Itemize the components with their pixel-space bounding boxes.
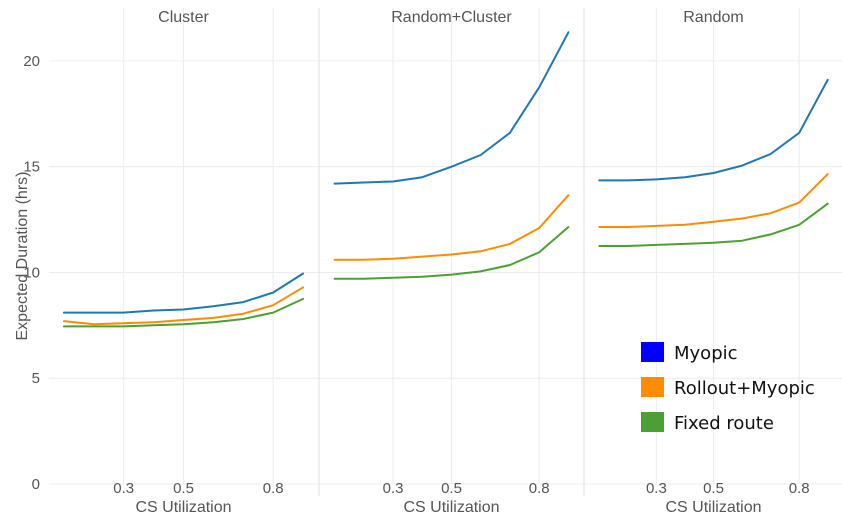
series-line-fixed-route (62, 297, 305, 328)
series-line-fixed-route (598, 202, 829, 247)
legend-label: Rollout+Myopic (674, 378, 815, 399)
legend-label: Fixed route (674, 413, 774, 434)
series-line-rollout-myopic (598, 173, 829, 228)
panel-title: Random (683, 9, 743, 26)
x-tick-label: 0.5 (703, 480, 724, 497)
x-tick-label: 0.8 (263, 480, 284, 497)
x-axis-title: CS Utilization (665, 499, 761, 516)
y-axis-title: Expected Duration (hrs) (14, 172, 31, 341)
legend-swatch (641, 412, 664, 432)
label-layer: Expected Duration (hrs) 0 5 10 15 20 Cluster 0… (14, 9, 810, 516)
x-tick-label: 0.3 (383, 480, 404, 497)
x-tick-label: 0.3 (113, 480, 134, 497)
y-tick-label: 15 (23, 159, 40, 176)
x-axis-title: CS Utilization (403, 499, 499, 516)
series-line-rollout-myopic (333, 194, 570, 261)
series-line-fixed-route (333, 226, 570, 280)
legend-swatch (641, 342, 664, 362)
y-tick-label: 10 (23, 264, 40, 281)
x-tick-label: 0.3 (646, 480, 667, 497)
series-line-myopic (62, 272, 305, 314)
y-tick-label: 5 (32, 370, 40, 387)
panel-title: Random+Cluster (391, 9, 512, 26)
series-line-myopic (333, 31, 570, 185)
legend-swatch (641, 377, 664, 397)
series-layer (62, 31, 829, 328)
x-tick-label: 0.5 (441, 480, 462, 497)
series-line-myopic (598, 78, 829, 182)
series-line-rollout-myopic (62, 286, 305, 326)
x-tick-label: 0.8 (789, 480, 810, 497)
x-tick-label: 0.8 (529, 480, 550, 497)
panel-dividers (318, 8, 585, 496)
x-axis-title: CS Utilization (135, 499, 231, 516)
panel-title: Cluster (158, 9, 209, 26)
y-tick-label: 0 (32, 476, 40, 493)
y-tick-label: 20 (23, 53, 40, 70)
legend-label: Myopic (674, 343, 738, 364)
x-tick-label: 0.5 (173, 480, 194, 497)
legend: Myopic Rollout+Myopic Fixed route (641, 342, 815, 434)
